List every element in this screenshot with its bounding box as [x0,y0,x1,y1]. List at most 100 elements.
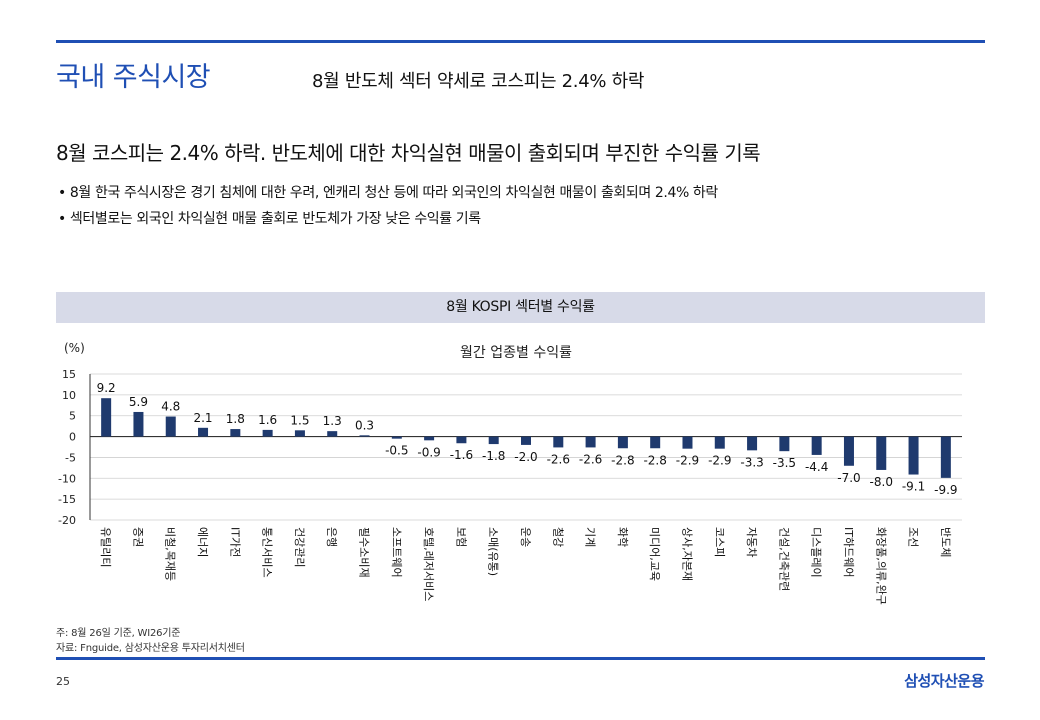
x-category-label: 건강관리 [293,527,306,567]
chart-banner: 8월 KOSPI 섹터별 수익률 [56,292,985,323]
page-number: 25 [56,675,70,688]
data-label: 1.6 [258,413,277,427]
chart-notes: 주: 8월 26일 기준, WI26기준 자료: Fnguide, 삼성자산운용… [56,626,245,656]
bar [230,429,241,437]
x-category-label: 에너지 [196,527,209,557]
top-rule [56,40,985,43]
data-label: -4.4 [805,460,828,474]
y-tick-label: -5 [65,451,76,464]
sector-return-chart: (%) 월간 업종별 수익률 15 10 5 0 -5 -10 -15 -20 9.2 유틸리티 5.9… [58,341,962,605]
bar [747,436,758,451]
bullet-item: 8월 한국 주식시장은 경기 침체에 대한 우려, 엔캐리 청산 등에 따라 외… [58,180,718,206]
data-label: 4.8 [161,400,180,414]
bar [391,436,402,439]
x-category-label: 코스피 [713,527,726,557]
bar [650,436,661,449]
data-label: -0.9 [417,445,440,459]
bar [262,429,273,437]
bar [133,411,144,437]
data-label: -2.9 [708,454,731,468]
data-label: -2.0 [514,450,537,464]
bar [779,436,790,452]
bar [456,436,467,444]
data-label: 9.2 [97,381,116,395]
x-category-label: 통신서비스 [261,527,274,578]
data-label: 1.3 [323,414,342,428]
x-category-label: 건설,건축관련 [777,527,790,591]
note-source: 자료: Fnguide, 삼성자산운용 투자리서치센터 [56,643,245,654]
y-tick-label: 0 [69,431,76,444]
x-category-label: 소프트웨어 [390,527,403,578]
y-tick-label: 10 [62,389,76,402]
x-category-label: 반도체 [939,527,952,557]
data-label: -7.0 [837,471,860,485]
bar [165,416,176,437]
y-tick-label: -10 [58,472,76,485]
x-category-label: 호텔,레저서비스 [422,527,435,601]
data-label: -9.9 [934,483,957,497]
x-category-label: 증권 [131,527,144,547]
bar [488,436,499,445]
bar [101,398,112,437]
data-label: -9.1 [902,480,925,494]
x-category-label: 비철,목재등 [164,527,177,581]
data-label: 1.5 [290,413,309,427]
x-category-label: 조선 [907,527,920,547]
x-category-label: 소매(유통) [487,527,500,576]
header-subtitle: 8월 반도체 섹터 약세로 코스피는 2.4% 하락 [312,71,645,92]
bar [843,436,854,466]
x-category-label: 보험 [454,527,467,547]
bar [424,436,435,441]
data-label: 5.9 [129,395,148,409]
bar [359,435,370,437]
data-label: -2.9 [676,454,699,468]
bar [553,436,564,448]
bar [617,436,628,449]
bar [294,430,305,437]
data-label: 2.1 [193,411,212,425]
bar [714,436,725,449]
x-category-label: 운송 [519,527,532,547]
x-category-label: 상사,자본재 [680,527,693,581]
data-label: -3.5 [773,456,796,470]
x-category-label: 화학 [616,527,629,547]
slide-headline: 8월 코스피는 2.4% 하락. 반도체에 대한 차익실현 매물이 출회되며 부… [56,141,761,165]
x-category-label: 기계 [584,527,597,547]
y-tick-label: -20 [58,514,76,527]
brand-logo: 삼성자산운용 [904,672,984,690]
bar [682,436,693,449]
data-label: -1.6 [450,448,473,462]
data-label: -1.8 [482,449,505,463]
data-label: 1.8 [226,412,245,426]
data-label: -2.8 [611,453,634,467]
x-category-label: 은행 [325,527,338,547]
data-label: -8.0 [870,475,893,489]
bar [940,436,951,478]
y-axis-unit: (%) [64,341,85,355]
x-category-label: 필수소비재 [358,527,371,578]
x-category-label: 디스플레이 [810,527,823,578]
data-label: -2.6 [547,452,570,466]
bullet-item: 섹터별로는 외국인 차익실현 매물 출회로 반도체가 가장 낮은 수익률 기록 [58,206,718,232]
section-title: 국내 주식시장 [56,62,211,93]
bar [811,436,822,455]
y-tick-label: 15 [62,368,76,381]
data-label: -2.6 [579,452,602,466]
x-category-label: IT가전 [228,527,241,557]
data-label: 0.3 [355,418,374,432]
bar [908,436,919,475]
data-label: -2.8 [643,453,666,467]
bar [198,427,209,437]
x-category-label: 철강 [551,527,564,547]
data-label: -3.3 [740,455,763,469]
bar [521,436,531,445]
data-label: -0.5 [385,444,408,458]
x-category-label: 자동차 [745,527,758,557]
x-category-label: 유틸리티 [99,527,112,567]
chart-title: 월간 업종별 수익률 [460,345,572,361]
bar [876,436,887,470]
bar [327,431,338,437]
y-tick-label: -15 [58,493,76,506]
x-category-label: 화장품,의류,완구 [874,527,887,605]
note-basis: 주: 8월 26일 기준, WI26기준 [56,628,181,639]
